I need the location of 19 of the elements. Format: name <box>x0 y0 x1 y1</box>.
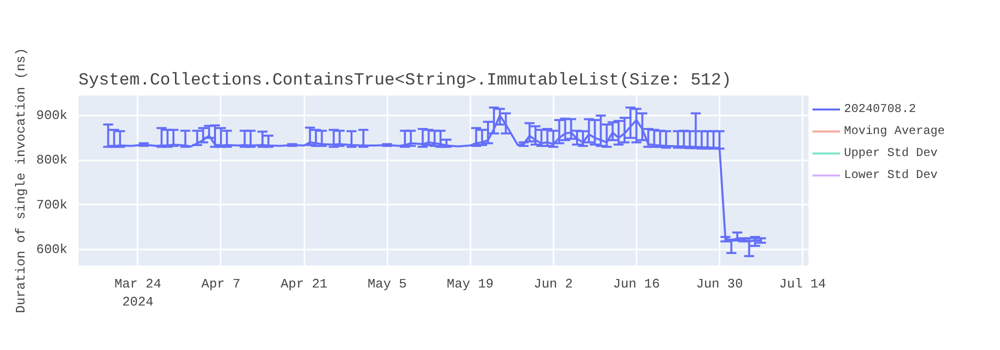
x-tick-label: Jul 14 <box>779 276 826 292</box>
x-tick-label: Mar 24 2024 <box>114 276 162 310</box>
x-tick-label: Jun 30 <box>696 276 743 292</box>
legend-label: 20240708.2 <box>844 102 916 116</box>
x-tick-label: Apr 7 <box>201 276 240 292</box>
x-tick-label: May 19 <box>446 276 494 292</box>
x-tick-label: Apr 21 <box>280 276 328 292</box>
x-tick-label: May 5 <box>368 276 407 292</box>
y-tick-label: 600k <box>36 242 68 257</box>
x-tick-label: Jun 2 <box>534 276 573 292</box>
y-tick-label: 700k <box>36 197 68 212</box>
y-axis-title: Duration of single invocation (ns) <box>13 48 28 314</box>
chart-title: System.Collections.ContainsTrue<String>.ImmutableList(Size: 512) <box>78 72 732 90</box>
y-tick-label: 900k <box>36 108 68 124</box>
x-tick-label: Jun 16 <box>612 276 660 292</box>
y-tick-label: 800k <box>36 152 68 168</box>
legend-label: Lower Std Dev <box>844 168 938 182</box>
legend-label: Moving Average <box>844 124 945 138</box>
legend-label: Upper Std Dev <box>844 146 938 160</box>
